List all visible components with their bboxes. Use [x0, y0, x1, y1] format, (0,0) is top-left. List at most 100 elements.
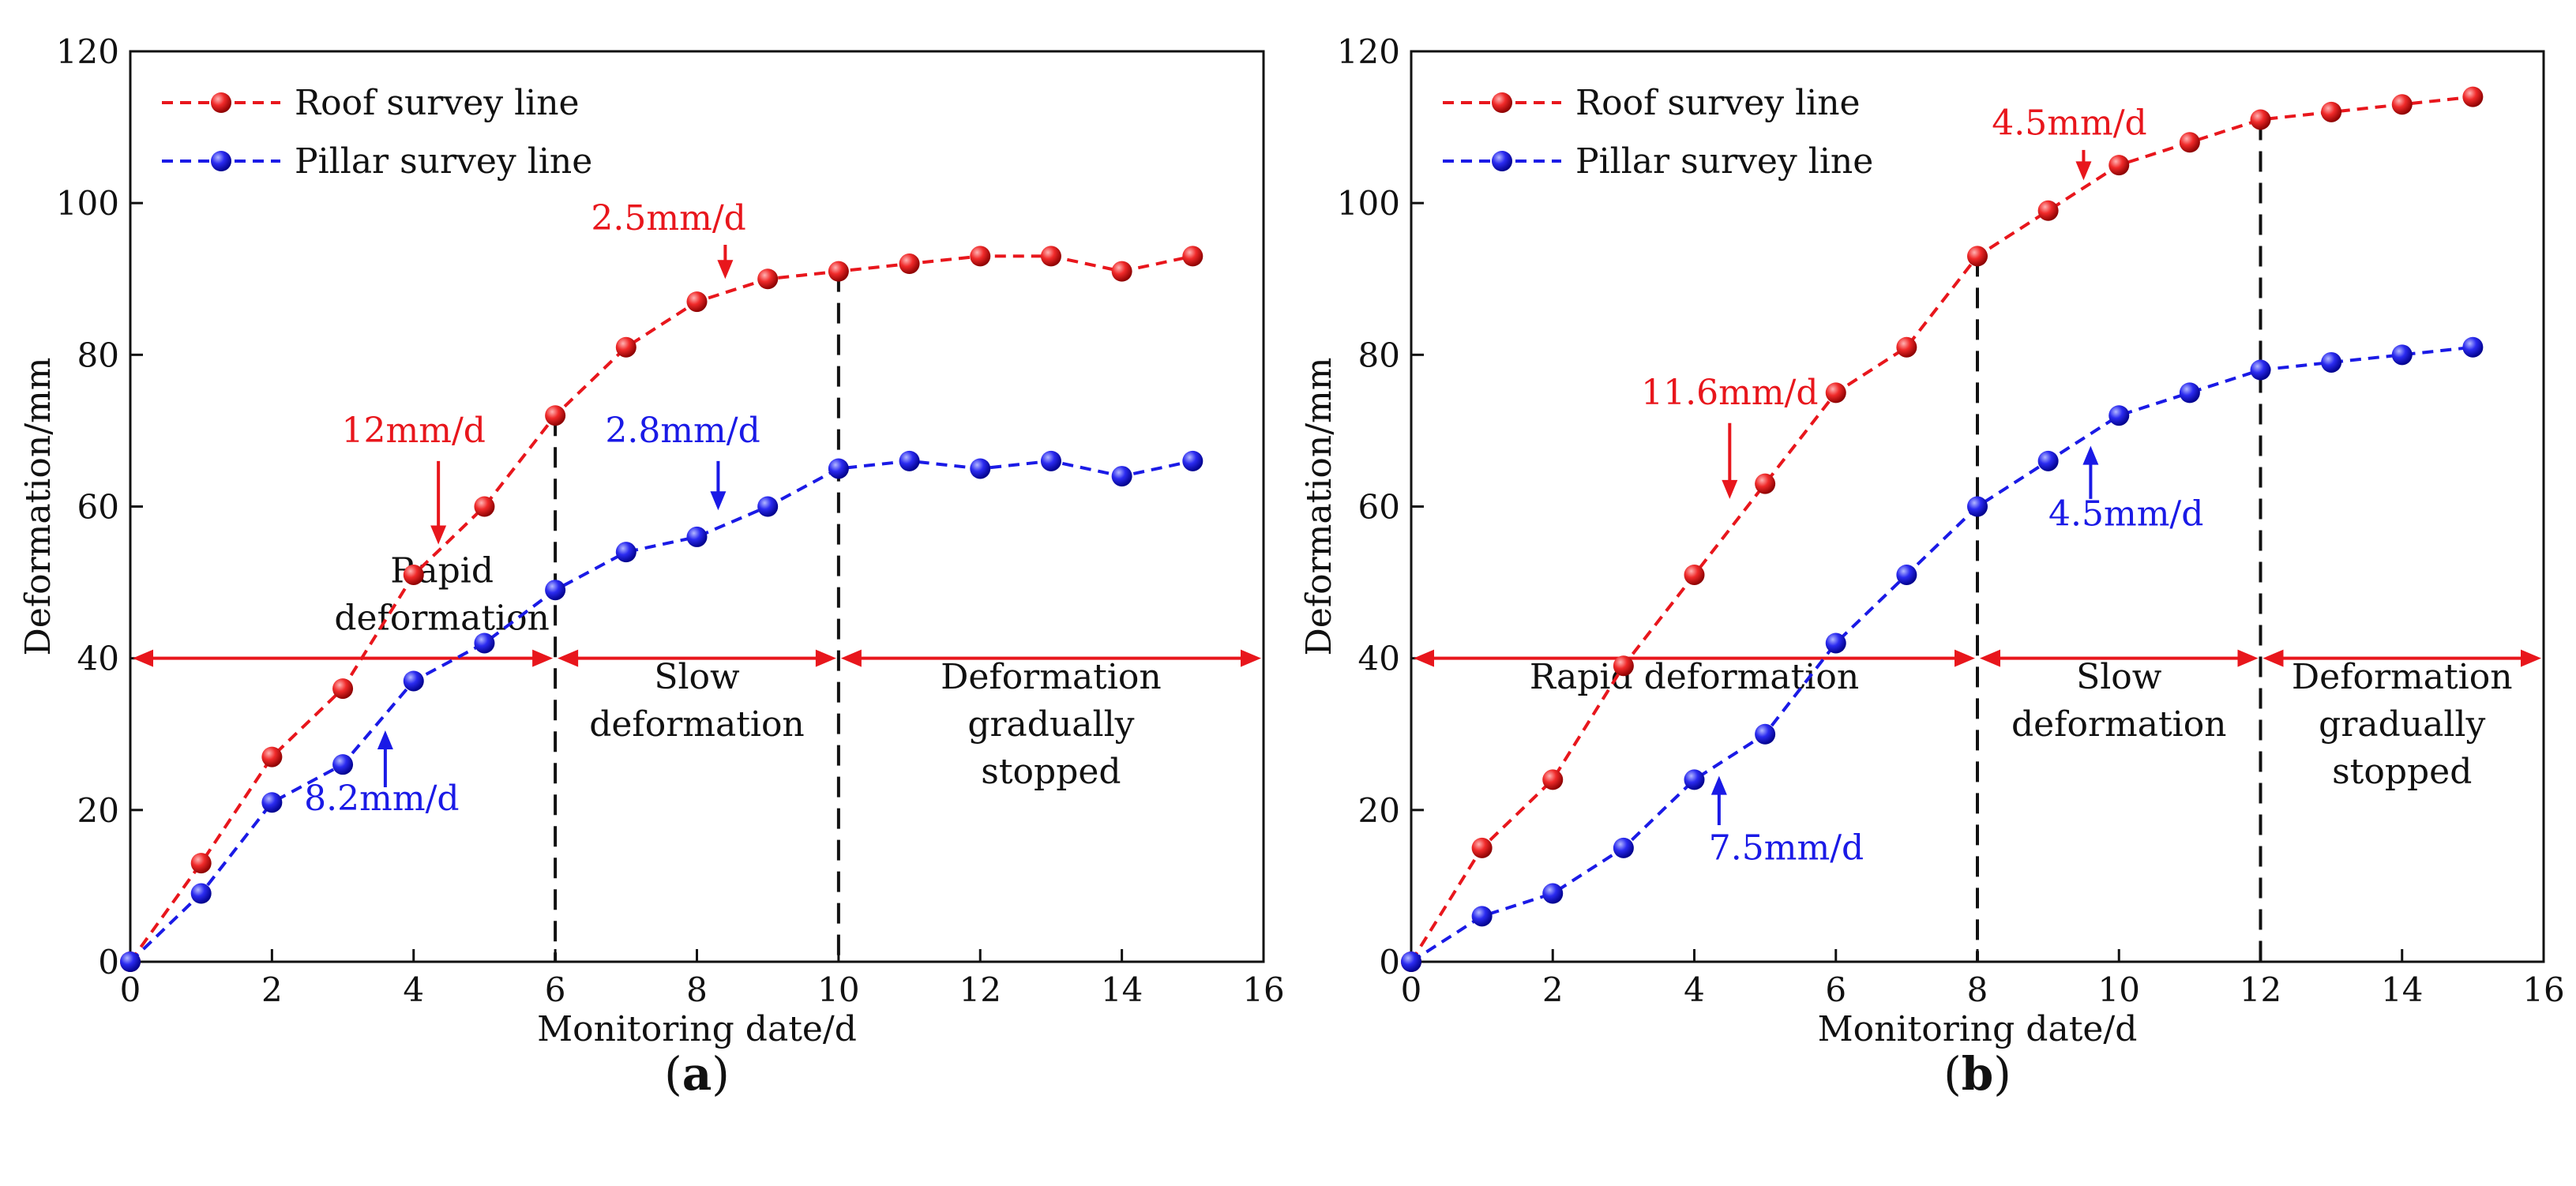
data-point [1755, 473, 1776, 494]
data-point [1542, 883, 1564, 904]
data-point [190, 883, 212, 904]
data-point [2037, 450, 2059, 471]
data-point [1040, 450, 1061, 471]
data-point [899, 253, 920, 275]
data-point [1182, 246, 1204, 267]
rate-label: 7.5mm/d [1709, 828, 1864, 868]
rate-annotation: 2.8mm/d [605, 411, 760, 511]
rate-label: 8.2mm/d [304, 779, 459, 819]
legend-label: Roof survey line [1575, 83, 1861, 123]
x-tick-label: 2 [261, 970, 283, 1009]
series-line [129, 459, 1193, 963]
data-point [828, 458, 849, 479]
legend-marker [211, 92, 231, 113]
data-point [1040, 246, 1061, 267]
phase-range-arrow [558, 649, 836, 667]
x-tick-label: 8 [1967, 970, 1988, 1009]
y-tick-label: 40 [1358, 640, 1400, 678]
data-point [2250, 359, 2271, 381]
data-point [2391, 344, 2413, 366]
rate-arrow-head [1722, 479, 1738, 499]
legend-marker [211, 151, 231, 171]
phase-label: Rapid deformation [334, 551, 550, 639]
data-point [615, 542, 636, 563]
chart-panel-a: 0 2 4 6 8 10 12 14 16 0 20 40 60 80 100 120 Monitoring d… [18, 32, 1285, 1101]
data-point [545, 405, 566, 426]
rate-label: 11.6mm/d [1641, 373, 1818, 413]
plot-frame [129, 50, 1265, 963]
rate-label: 4.5mm/d [1992, 103, 2146, 144]
data-point [2321, 351, 2342, 373]
y-axis-label: Deformation/mm [18, 358, 58, 656]
legend: Roof survey line Pillar survey line [1443, 83, 1873, 182]
data-point [2250, 109, 2271, 130]
legend-marker [1492, 151, 1512, 171]
data-point [474, 632, 495, 654]
data-point [2108, 155, 2130, 176]
rate-annotation: 11.6mm/d [1641, 373, 1819, 499]
data-point [2179, 382, 2200, 403]
x-axis-label: Monitoring date/d [537, 1009, 857, 1049]
rate-arrow-head [2075, 161, 2092, 181]
data-point [686, 526, 708, 547]
data-point [1471, 837, 1493, 858]
x-tick-label: 6 [545, 970, 566, 1009]
legend: Roof survey line Pillar survey line [162, 83, 592, 182]
y-tick-label: 40 [77, 640, 119, 678]
data-point [757, 268, 779, 290]
panel-label: (a) [664, 1047, 730, 1101]
x-tick-label: 12 [2240, 970, 2281, 1009]
series-line [1410, 95, 2473, 963]
y-tick-label: 0 [1379, 943, 1400, 981]
panel-label: (b) [1943, 1047, 2011, 1101]
rate-annotation: 4.5mm/d [2048, 445, 2203, 535]
data-point [686, 291, 708, 313]
x-tick-label: 10 [817, 970, 859, 1009]
y-tick-label: 20 [77, 791, 119, 830]
legend-label: Pillar survey line [295, 141, 592, 182]
data-point [757, 496, 779, 517]
legend-item: Pillar survey line [1443, 141, 1873, 182]
data-point [1471, 906, 1493, 927]
data-point [474, 496, 495, 517]
x-tick-label: 4 [403, 970, 424, 1009]
y-tick-label: 100 [56, 184, 119, 223]
y-tick-label: 80 [1358, 336, 1400, 374]
series-line [129, 254, 1193, 963]
legend-item: Roof survey line [162, 83, 580, 123]
y-tick-label: 100 [1337, 184, 1400, 223]
phase-label: Slow deformation [2011, 657, 2227, 745]
phase-range-arrow [1980, 649, 2259, 667]
data-point [545, 580, 566, 601]
data-point [332, 754, 354, 775]
data-point [970, 246, 991, 267]
x-tick-label: 16 [1242, 970, 1284, 1009]
phase-label: Rapid deformation [1530, 657, 1859, 697]
data-point [1896, 564, 1917, 585]
data-point [1684, 769, 1705, 790]
y-tick-label: 120 [56, 32, 119, 71]
data-point [403, 670, 424, 692]
phase-range-arrow [133, 649, 554, 667]
chart-panel-b: 0 2 4 6 8 10 12 14 16 0 20 40 60 80 100 120 Monitoring d… [1299, 32, 2565, 1101]
x-tick-label: 16 [2522, 970, 2564, 1009]
data-point [1111, 261, 1132, 282]
phase-range-arrow [840, 649, 1261, 667]
x-tick-label: 0 [1401, 970, 1422, 1009]
data-point [2321, 101, 2342, 122]
y-tick-label: 20 [1358, 791, 1400, 830]
data-point [2179, 132, 2200, 153]
x-tick-label: 0 [120, 970, 141, 1009]
x-tick-label: 6 [1825, 970, 1846, 1009]
data-point [970, 458, 991, 479]
data-point [261, 746, 283, 768]
data-point [1967, 246, 1988, 267]
data-point [1401, 951, 1421, 972]
data-point [1755, 723, 1776, 745]
data-point [403, 564, 424, 585]
rate-label: 12mm/d [342, 411, 486, 451]
x-tick-label: 14 [1101, 970, 1143, 1009]
x-tick-label: 2 [1542, 970, 1564, 1009]
data-point [1825, 632, 1846, 654]
data-point [1825, 382, 1846, 403]
